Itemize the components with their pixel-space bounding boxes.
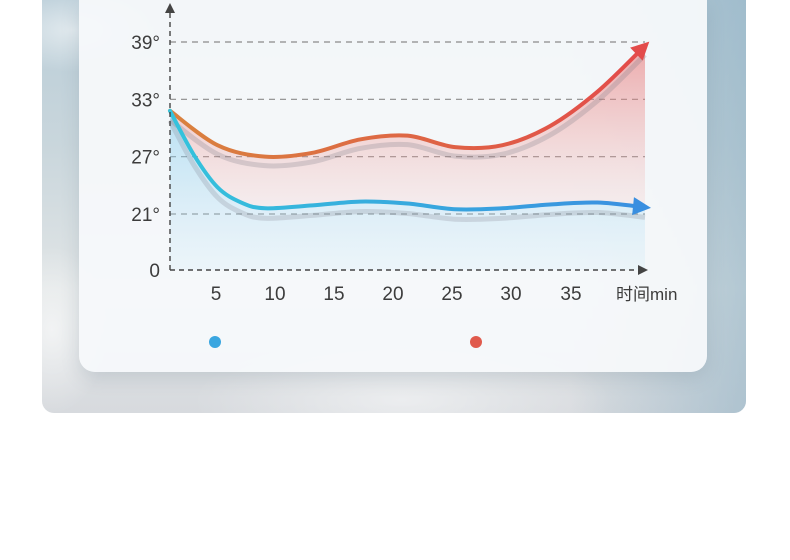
y-tick-label: 27° [131, 148, 160, 169]
x-tick-label: 15 [323, 284, 344, 305]
blue-series-line [168, 108, 647, 212]
red-series-line [168, 43, 647, 160]
red-series-area [170, 45, 645, 210]
y-tick-label: 0 [149, 261, 160, 282]
legend-dot-red [470, 336, 482, 348]
y-axis-arrow [165, 3, 175, 13]
y-tick-label: 21° [131, 205, 160, 226]
x-tick-label: 5 [211, 284, 222, 305]
x-axis-unit: 时间min [616, 285, 677, 304]
y-tick-label: 39° [131, 33, 160, 54]
tick-labels: 0 21° 27° 33° 39° 5 10 15 20 25 30 35 时间min [131, 33, 677, 305]
red-series-shadow [168, 53, 647, 169]
y-tick-label: 33° [131, 90, 160, 111]
x-axis-arrow [638, 265, 648, 275]
x-tick-label: 10 [264, 284, 285, 305]
x-tick-label: 35 [560, 284, 581, 305]
blue-series-area [170, 110, 645, 270]
blue-series-arrow [632, 197, 651, 216]
red-series-arrow [630, 41, 650, 61]
series-lines [167, 41, 651, 223]
series-areas [170, 45, 645, 270]
x-tick-label: 25 [441, 284, 462, 305]
blue-series-shadow [167, 119, 646, 223]
axes [165, 3, 648, 275]
legend-dot-blue [209, 336, 221, 348]
x-tick-label: 30 [500, 284, 521, 305]
x-tick-label: 20 [382, 284, 403, 305]
